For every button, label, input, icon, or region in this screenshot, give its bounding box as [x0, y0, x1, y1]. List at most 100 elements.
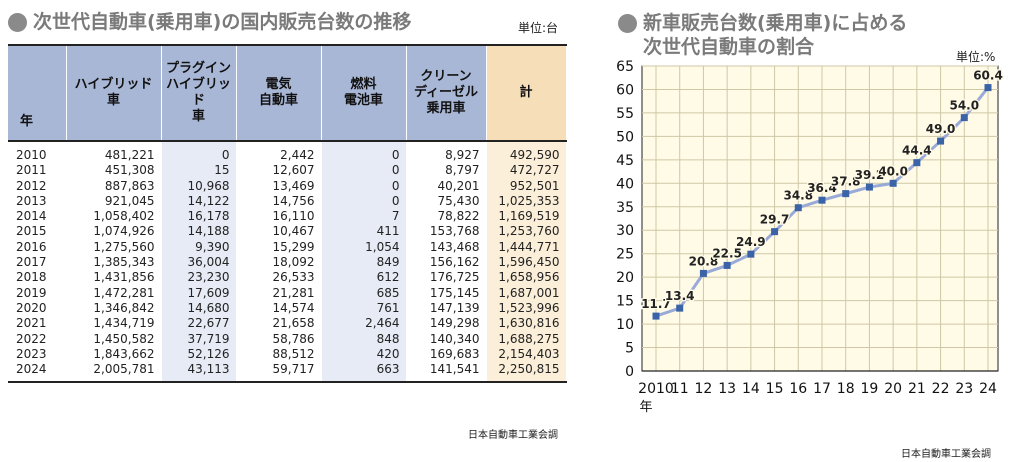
x-tick-label: 18 — [837, 381, 855, 397]
header-hybrid-line: ハイブリッド — [74, 77, 153, 92]
cell-fcv: 612 — [321, 270, 407, 286]
cell-phv: 9,390 — [161, 239, 237, 256]
cell-cdv: 8,927 — [406, 141, 487, 164]
cell-fcv: 0 — [321, 163, 407, 179]
cell-hybrid: 2,005,781 — [66, 362, 162, 384]
cell-ev: 58,786 — [236, 331, 322, 347]
data-point — [699, 269, 707, 277]
cell-ev: 26,533 — [236, 270, 322, 286]
cell-total: 492,590 — [486, 141, 567, 164]
header-year: 年 — [8, 44, 67, 142]
right-source: 日本自動車工業会調 — [901, 449, 991, 460]
y-tick-label: 60 — [616, 82, 634, 98]
data-point — [889, 179, 897, 187]
table-row: 2012 887,863 10,968 13,469 0 40,201 952,501 — [8, 178, 567, 194]
table-row: 2011 451,308 15 12,607 0 8,797 472,727 — [8, 163, 567, 179]
table-row: 2023 1,843,662 52,126 88,512 420 169,683 2,154… — [8, 346, 567, 363]
header-year-line: 年 — [20, 114, 34, 129]
cell-phv: 15 — [161, 163, 237, 179]
cell-hybrid: 1,431,856 — [66, 270, 162, 286]
header-phv-line: プラグイン — [165, 61, 231, 76]
cell-year: 2013 — [8, 193, 67, 210]
cell-hybrid: 1,385,343 — [66, 255, 162, 271]
y-tick-label: 30 — [616, 223, 634, 239]
cell-year: 2023 — [8, 346, 67, 363]
x-tick-label: 2010 — [638, 381, 674, 397]
cell-phv: 37,719 — [161, 331, 237, 347]
data-label: 34.8 — [783, 189, 813, 203]
cell-phv: 0 — [161, 141, 237, 164]
cell-cdv: 143,468 — [406, 239, 487, 256]
cell-fcv: 2,464 — [321, 316, 407, 332]
right-title-line1: 新車販売台数(乗用車)に占める — [618, 11, 907, 35]
cell-fcv: 0 — [321, 178, 407, 194]
header-cdv-line: ディーゼル — [413, 85, 479, 100]
cell-total: 1,687,001 — [486, 285, 567, 301]
data-label: 60.4 — [973, 69, 1003, 83]
cell-fcv: 7 — [321, 209, 407, 225]
data-label: 24.9 — [736, 235, 766, 249]
cell-phv: 52,126 — [161, 346, 237, 363]
table-row: 2010 481,221 0 2,442 0 8,927 492,590 — [8, 141, 567, 164]
cell-total: 1,523,996 — [486, 300, 567, 317]
cell-hybrid: 1,346,842 — [66, 300, 162, 317]
cell-total: 1,596,450 — [486, 255, 567, 271]
header-hybrid: ハイブリッド車 — [66, 44, 162, 142]
x-tick-label: 14 — [742, 381, 760, 397]
cell-phv: 14,122 — [161, 193, 237, 210]
x-tick-label: 13 — [718, 381, 736, 397]
cell-ev: 14,574 — [236, 300, 322, 317]
cell-cdv: 141,541 — [406, 362, 487, 384]
header-total: 計 — [486, 44, 567, 142]
cell-phv: 14,680 — [161, 300, 237, 317]
right-title-line2: 次世代自動車の割合 — [643, 36, 815, 58]
data-point — [771, 228, 779, 236]
left-title-text: 次世代自動車(乗用車)の国内販売台数の推移 — [33, 11, 412, 33]
header-phv: プラグイン ハイブリッド車 — [161, 44, 237, 142]
table-body: 2010 481,221 0 2,442 0 8,927 492,590 2011 451,30… — [8, 141, 567, 384]
data-label: 13.4 — [665, 289, 695, 303]
cell-ev: 15,299 — [236, 239, 322, 256]
sales-table-container: 年 ハイブリッド車 プラグイン ハイブリッド車 電気 自動車 燃料 電池車 クリーンデ… — [8, 44, 567, 414]
data-label: 39.2 — [855, 168, 885, 182]
cell-year: 2020 — [8, 300, 67, 317]
header-cdv: クリーン ディーゼル 乗用車 — [406, 44, 487, 142]
cell-hybrid: 1,472,281 — [66, 285, 162, 301]
x-tick-label: 21 — [908, 381, 926, 397]
cell-phv: 43,113 — [161, 362, 237, 384]
data-point — [818, 196, 826, 204]
cell-phv: 36,004 — [161, 255, 237, 271]
cell-year: 2018 — [8, 270, 67, 286]
x-tick-label: 19 — [861, 381, 879, 397]
cell-fcv: 849 — [321, 255, 407, 271]
y-tick-label: 35 — [616, 200, 634, 216]
x-tick-label: 22 — [932, 381, 950, 397]
header-fcv-line: 電池車 — [343, 93, 383, 108]
cell-ev: 21,658 — [236, 316, 322, 332]
cell-total: 1,444,771 — [486, 239, 567, 256]
header-phv-line: ハイブリッド — [166, 77, 231, 108]
cell-total: 1,688,275 — [486, 331, 567, 347]
data-point — [723, 261, 731, 269]
cell-cdv: 8,797 — [406, 163, 487, 179]
cell-fcv: 1,054 — [321, 239, 407, 256]
data-point — [747, 250, 755, 258]
y-tick-label: 15 — [616, 294, 634, 310]
x-tick-label: 15 — [766, 381, 784, 397]
x-unit-label: 年 — [639, 400, 652, 415]
y-tick-label: 10 — [616, 317, 634, 333]
cell-cdv: 175,145 — [406, 285, 487, 301]
y-tick-label: 40 — [616, 176, 634, 192]
sales-table: 年 ハイブリッド車 プラグイン ハイブリッド車 電気 自動車 燃料 電池車 クリーンデ… — [8, 44, 567, 384]
right-title-line1-text: 新車販売台数(乗用車)に占める — [643, 12, 908, 34]
y-tick-label: 45 — [616, 153, 634, 169]
header-cdv-line: 乗用車 — [426, 101, 466, 116]
cell-year: 2011 — [8, 163, 67, 179]
cell-cdv: 169,683 — [406, 346, 487, 363]
cell-year: 2010 — [8, 141, 67, 164]
cell-cdv: 147,139 — [406, 300, 487, 317]
cell-total: 952,501 — [486, 178, 567, 194]
cell-phv: 10,968 — [161, 178, 237, 194]
y-tick-label: 65 — [616, 59, 634, 75]
cell-cdv: 153,768 — [406, 224, 487, 240]
